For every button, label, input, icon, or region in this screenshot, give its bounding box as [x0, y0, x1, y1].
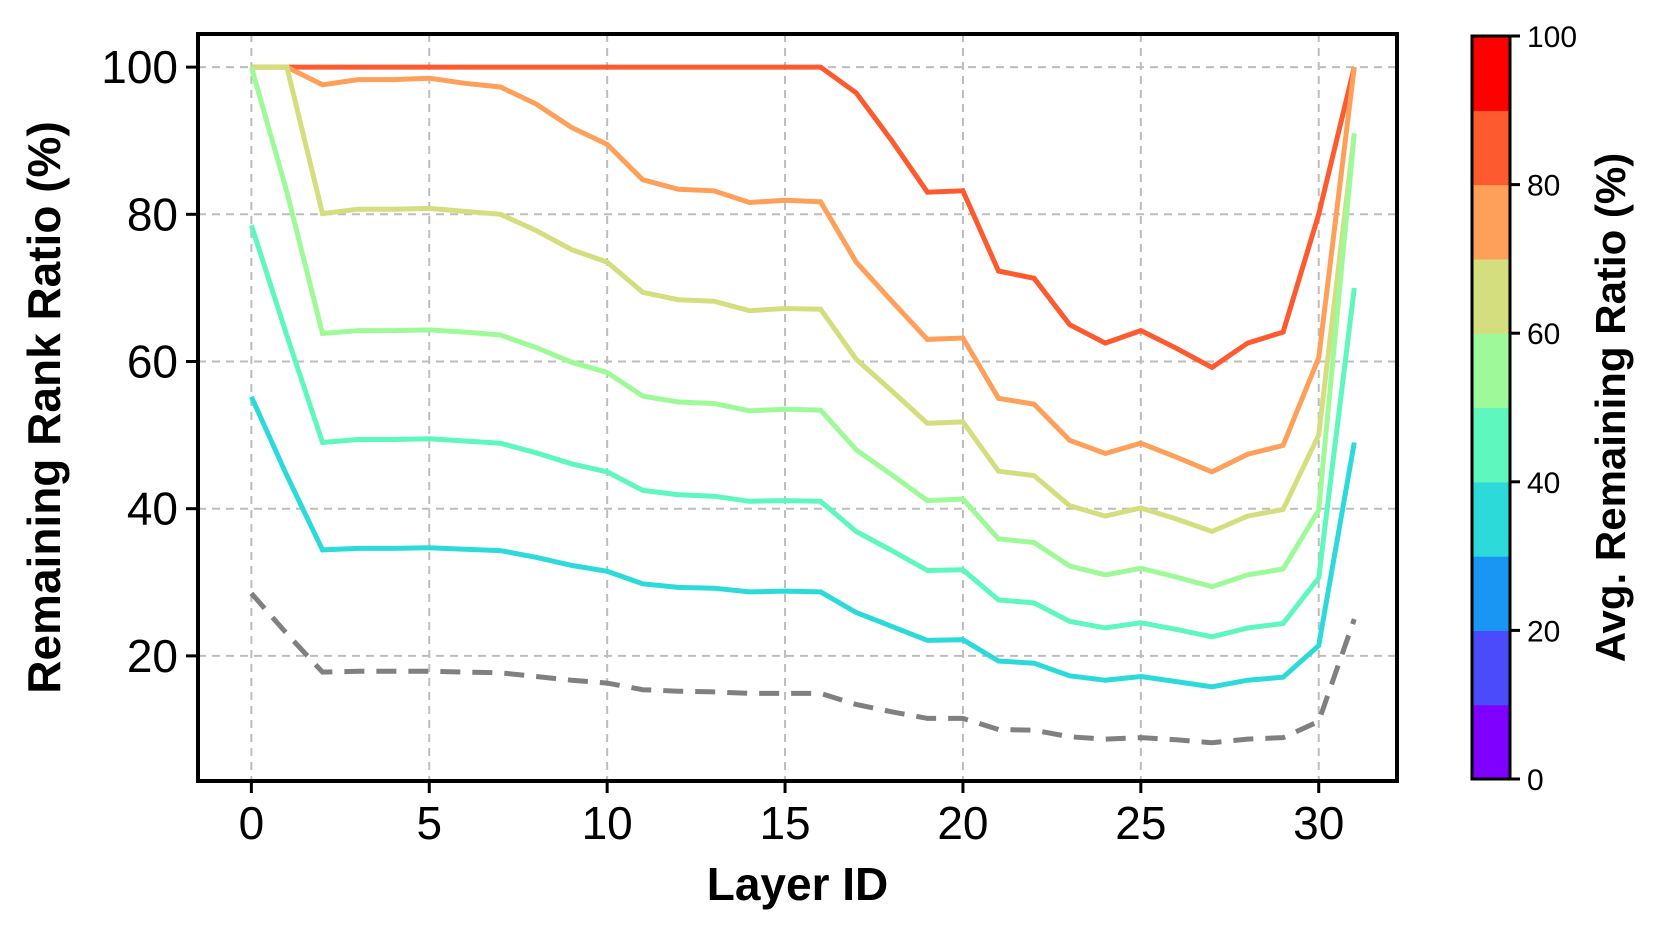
colorbar-segment	[1472, 333, 1510, 409]
colorbar-label: Avg. Remaining Ratio (%)	[1587, 153, 1634, 662]
y-tick-label: 100	[101, 41, 178, 93]
colorbar-tick-label: 0	[1527, 764, 1544, 797]
colorbar-segment	[1472, 184, 1510, 260]
x-tick-label: 15	[759, 797, 810, 849]
colorbar	[1472, 36, 1510, 780]
colorbar-segment	[1472, 556, 1510, 631]
series-lines	[248, 64, 1357, 746]
colorbar-tick-label: 20	[1527, 615, 1560, 648]
x-axis-label: Layer ID	[707, 858, 889, 910]
series-line-5	[249, 224, 1357, 640]
colorbar-tick-label: 40	[1527, 467, 1560, 500]
x-tick-label: 5	[416, 797, 442, 849]
y-axis-ticks: 20 40 60 80 100	[101, 41, 198, 682]
colorbar-frame	[1470, 34, 1512, 781]
colorbar-segment	[1472, 630, 1510, 706]
colorbar-segment	[1472, 110, 1510, 186]
y-axis-label: Remaining Rank Ratio (%)	[18, 121, 70, 694]
x-tick-label: 0	[239, 797, 265, 849]
colorbar-tick-label: 60	[1527, 318, 1560, 351]
series-line-1	[251, 64, 1357, 371]
y-tick-label: 20	[127, 630, 178, 682]
y-tick-label: 80	[127, 188, 178, 240]
series-line-4	[248, 66, 1357, 590]
x-tick-label: 10	[582, 797, 633, 849]
colorbar-tick-label: 80	[1527, 170, 1560, 203]
x-tick-label: 30	[1293, 797, 1344, 849]
series-line-3	[251, 64, 1357, 535]
colorbar-ticks: 0 20 40 60 80 100	[1510, 21, 1577, 797]
series-line-6	[249, 395, 1357, 690]
series-line-7	[249, 591, 1357, 746]
colorbar-segment	[1472, 407, 1510, 483]
colorbar-segment	[1472, 258, 1510, 334]
x-tick-label: 25	[1115, 797, 1166, 849]
x-tick-label: 20	[937, 797, 988, 849]
colorbar-segment	[1472, 36, 1510, 111]
plot-frame	[196, 32, 1399, 783]
y-tick-label: 60	[127, 336, 178, 388]
y-tick-label: 40	[127, 483, 178, 535]
series-line-2	[251, 64, 1357, 475]
x-axis-ticks: 0 5 10 15 20 25 30	[239, 781, 1344, 849]
colorbar-segment	[1472, 704, 1510, 780]
colorbar-segment	[1472, 481, 1510, 557]
colorbar-tick-label: 100	[1527, 21, 1577, 54]
